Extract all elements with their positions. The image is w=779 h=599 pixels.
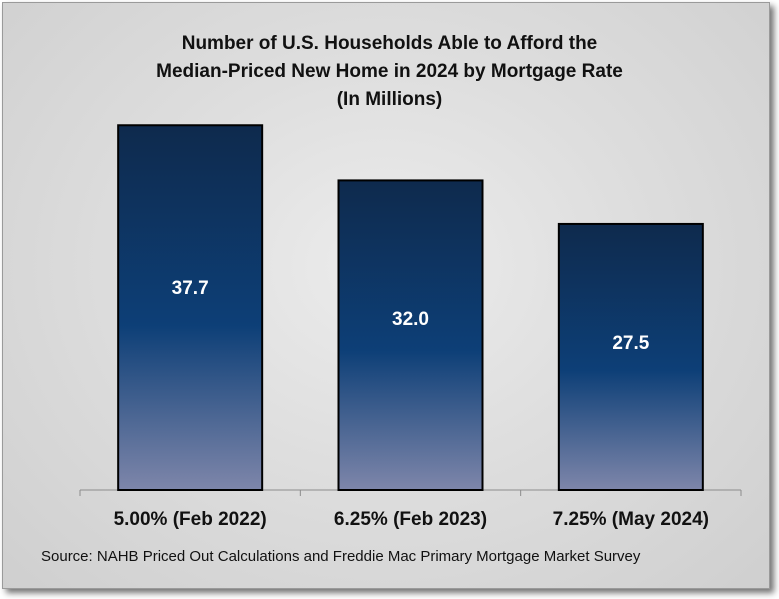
chart-title-line-1: Number of U.S. Households Able to Afford…	[181, 33, 598, 54]
bar-value-label: 37.7	[171, 278, 209, 300]
x-axis-category-label: 7.25% (May 2024)	[552, 509, 709, 530]
bar	[117, 124, 264, 491]
bar	[557, 222, 704, 491]
x-axis-category-label: 5.00% (Feb 2022)	[113, 509, 267, 530]
chart-title-line-3: (In Millions)	[336, 89, 443, 110]
bar-value-label: 32.0	[392, 308, 429, 330]
chart-source-note: Source: NAHB Priced Out Calculations and…	[41, 548, 641, 565]
bar	[337, 179, 484, 491]
x-axis-category-label: 6.25% (Feb 2023)	[333, 509, 488, 530]
chart-title-line-2: Median-Priced New Home in 2024 by Mortga…	[156, 61, 623, 82]
bar-value-label: 27.5	[612, 332, 650, 354]
